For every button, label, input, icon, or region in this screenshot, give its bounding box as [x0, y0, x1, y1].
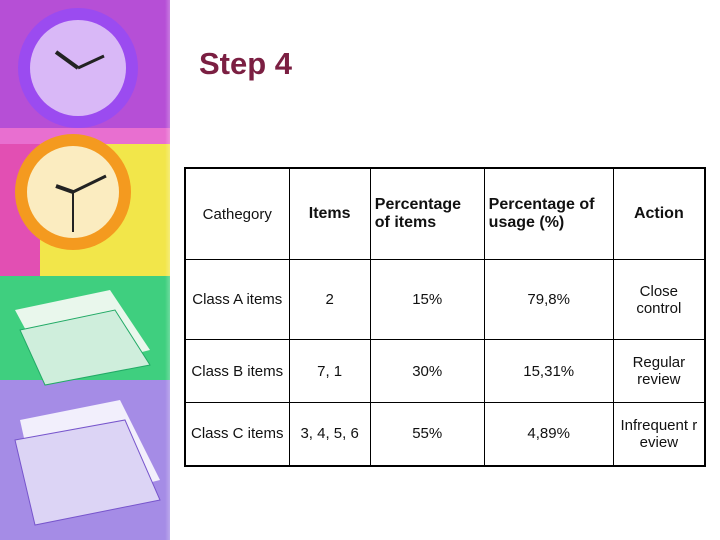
cell: 7, 1 — [288, 339, 371, 403]
cell: 3, 4, 5, 6 — [288, 402, 371, 466]
header-row: Cathegory Items Percentage of items Perc… — [184, 167, 706, 260]
cell: Class B items — [184, 339, 290, 403]
cell: 15,31% — [483, 339, 614, 403]
cell: Class A items — [184, 259, 290, 340]
table-row: Class A items 2 15% 79,8% Close control — [184, 259, 706, 340]
cell: Regular review — [612, 339, 706, 403]
column-header: Percentage of items — [369, 167, 485, 260]
cell: Class C items — [184, 402, 290, 466]
column-header: Percentage of usage (%) — [483, 167, 614, 260]
decoration-strip — [0, 0, 185, 540]
slide-title: Step 4 — [199, 46, 293, 81]
data-table: Cathegory Items Percentage of items Perc… — [184, 167, 706, 467]
table-row: Class B items 7, 1 30% 15,31% Regular re… — [184, 339, 706, 403]
cell: 79,8% — [483, 259, 614, 340]
cell: Close control — [612, 259, 706, 340]
cell: 55% — [369, 402, 485, 466]
cell: 4,89% — [483, 402, 614, 466]
table-row: Class C items 3, 4, 5, 6 55% 4,89% Infre… — [184, 402, 706, 466]
cell: 30% — [369, 339, 485, 403]
cell: Infrequent review — [612, 402, 706, 466]
cell: 15% — [369, 259, 485, 340]
column-header: Action — [612, 167, 706, 260]
cell: 2 — [288, 259, 371, 340]
column-header: Cathegory — [184, 167, 290, 260]
column-header: Items — [288, 167, 371, 260]
